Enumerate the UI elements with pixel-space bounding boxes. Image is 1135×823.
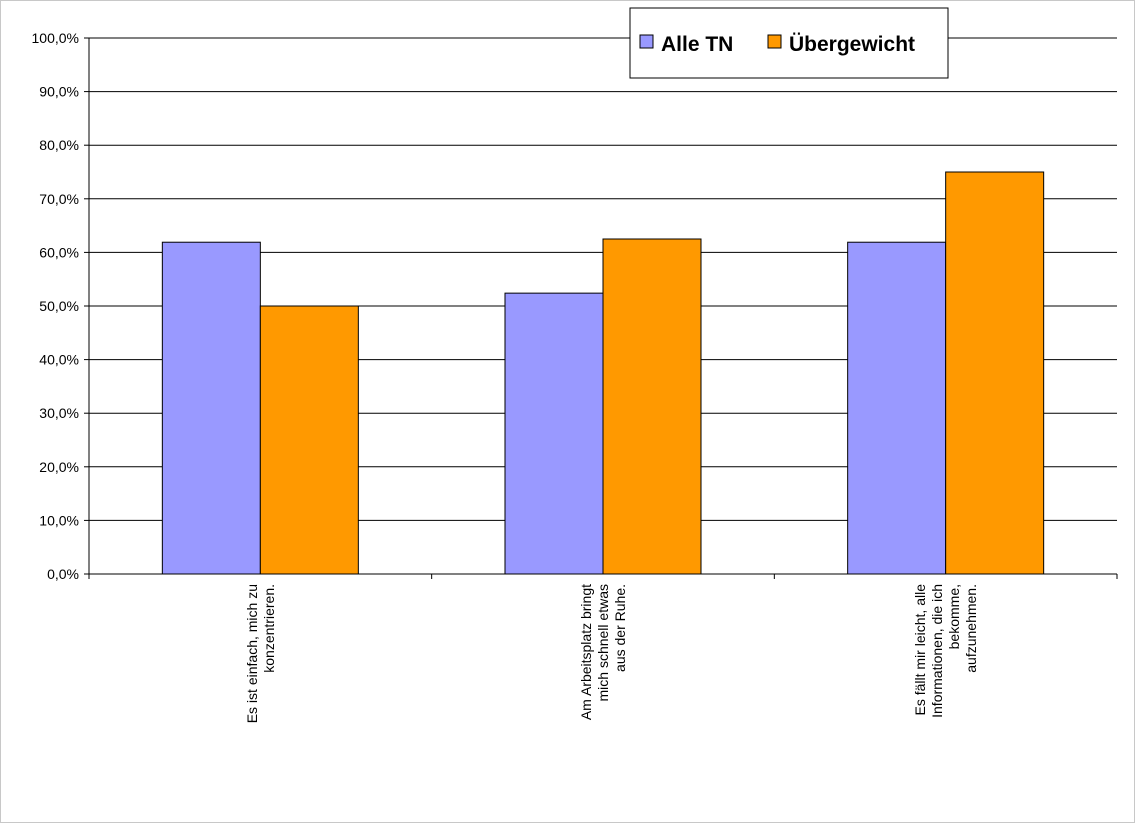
x-category-label: Es ist einfach, mich zukonzentrieren. <box>244 584 277 723</box>
y-tick-label: 40,0% <box>39 352 79 368</box>
bar <box>945 171 1045 575</box>
legend-label-uebergewicht: Übergewicht <box>789 33 915 56</box>
y-tick-label: 70,0% <box>39 191 79 207</box>
x-category-label-line: Es ist einfach, mich zu <box>244 584 260 723</box>
bar <box>602 238 702 575</box>
y-tick-label: 60,0% <box>39 244 79 260</box>
x-category-label-line: Es fällt mir leicht, alle <box>912 584 928 716</box>
y-tick-label: 10,0% <box>39 512 79 528</box>
legend-swatch-uebergewicht <box>767 34 782 49</box>
bar <box>504 292 604 575</box>
y-tick-label: 90,0% <box>39 84 79 100</box>
x-category-label: Es fällt mir leicht, alleInformationen, … <box>912 584 979 718</box>
y-tick-label: 80,0% <box>39 137 79 153</box>
y-tick-label: 0,0% <box>47 566 79 582</box>
y-tick-label: 20,0% <box>39 459 79 475</box>
x-category-label-line: mich schnell etwas <box>595 584 611 702</box>
axes <box>84 37 1118 579</box>
x-category-label-line: bekomme, <box>946 584 962 649</box>
y-tick-label: 50,0% <box>39 298 79 314</box>
x-category-label-line: konzentrieren. <box>261 584 277 673</box>
bar <box>259 305 359 575</box>
x-category-label-line: Am Arbeitsplatz bringt <box>578 584 594 720</box>
legend-box <box>629 7 949 79</box>
labels: 0,0% 10,0% 20,0% 30,0% 40,0% 50,0% 60,0% 70,0% 8… <box>32 30 980 723</box>
legend-swatch-alle-tn <box>639 34 654 49</box>
y-tick-label: 30,0% <box>39 405 79 421</box>
legend-label-alle-tn: Alle TN <box>661 33 733 56</box>
x-category-label-line: Informationen, die ich <box>929 584 945 718</box>
x-category-label: Am Arbeitsplatz bringtmich schnell etwas… <box>578 584 628 720</box>
x-category-label-line: aus der Ruhe. <box>612 584 628 672</box>
y-tick-label: 100,0% <box>32 30 79 46</box>
legend: Alle TN Übergewicht <box>629 7 949 79</box>
bar <box>847 241 947 575</box>
x-category-label-line: aufzunehmen. <box>963 584 979 673</box>
bar <box>161 241 261 575</box>
